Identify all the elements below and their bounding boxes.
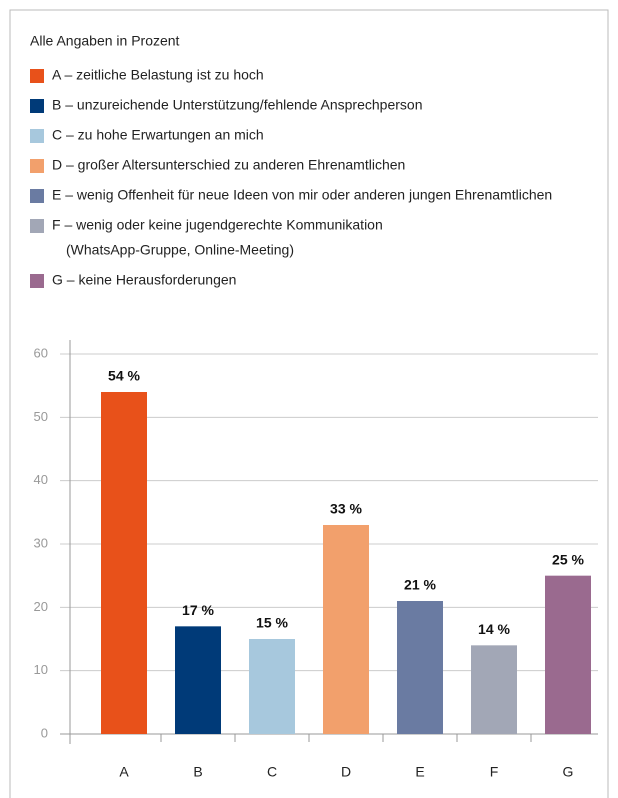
bar	[175, 626, 221, 734]
bar	[397, 601, 443, 734]
x-tick-label: A	[119, 764, 129, 780]
value-label: 17 %	[182, 602, 214, 618]
chart-subtitle: Alle Angaben in Prozent	[30, 33, 180, 49]
y-tick-label: 30	[34, 535, 48, 550]
value-label: 14 %	[478, 621, 510, 637]
y-tick-label: 40	[34, 472, 48, 487]
y-tick-label: 60	[34, 345, 48, 360]
value-label: 33 %	[330, 501, 362, 517]
legend-label: G – keine Herausforderungen	[52, 272, 236, 288]
legend-swatch	[30, 219, 44, 233]
bar	[249, 639, 295, 734]
legend-label: E – wenig Offenheit für neue Ideen von m…	[52, 187, 552, 203]
legend-label: D – großer Altersunterschied zu anderen …	[52, 157, 405, 173]
y-tick-label: 50	[34, 409, 48, 424]
bar	[323, 525, 369, 734]
bar	[545, 575, 591, 734]
value-label: 25 %	[552, 551, 584, 567]
frame	[9, 9, 609, 798]
x-tick-label: G	[563, 764, 574, 780]
bar	[471, 645, 517, 734]
legend-label: A – zeitliche Belastung ist zu hoch	[52, 67, 264, 83]
legend-label: (WhatsApp-Gruppe, Online-Meeting)	[66, 242, 294, 258]
legend-swatch	[30, 274, 44, 288]
value-label: 21 %	[404, 577, 436, 593]
y-tick-label: 10	[34, 662, 48, 677]
legend-label: C – zu hohe Erwartungen an mich	[52, 127, 264, 143]
x-tick-label: D	[341, 764, 351, 780]
legend-swatch	[30, 129, 44, 143]
legend-label: B – unzureichende Unterstützung/fehlende…	[52, 97, 422, 113]
legend-swatch	[30, 99, 44, 113]
x-tick-label: F	[490, 764, 499, 780]
legend-swatch	[30, 69, 44, 83]
legend-swatch	[30, 159, 44, 173]
legend-label: F – wenig oder keine jugendgerechte Komm…	[52, 217, 383, 233]
value-label: 15 %	[256, 615, 288, 631]
y-tick-label: 0	[41, 725, 48, 740]
legend-swatch	[30, 189, 44, 203]
value-label: 54 %	[108, 368, 140, 384]
x-tick-label: B	[193, 764, 202, 780]
x-tick-label: E	[415, 764, 424, 780]
bar	[101, 392, 147, 734]
x-tick-label: C	[267, 764, 277, 780]
y-tick-label: 20	[34, 599, 48, 614]
